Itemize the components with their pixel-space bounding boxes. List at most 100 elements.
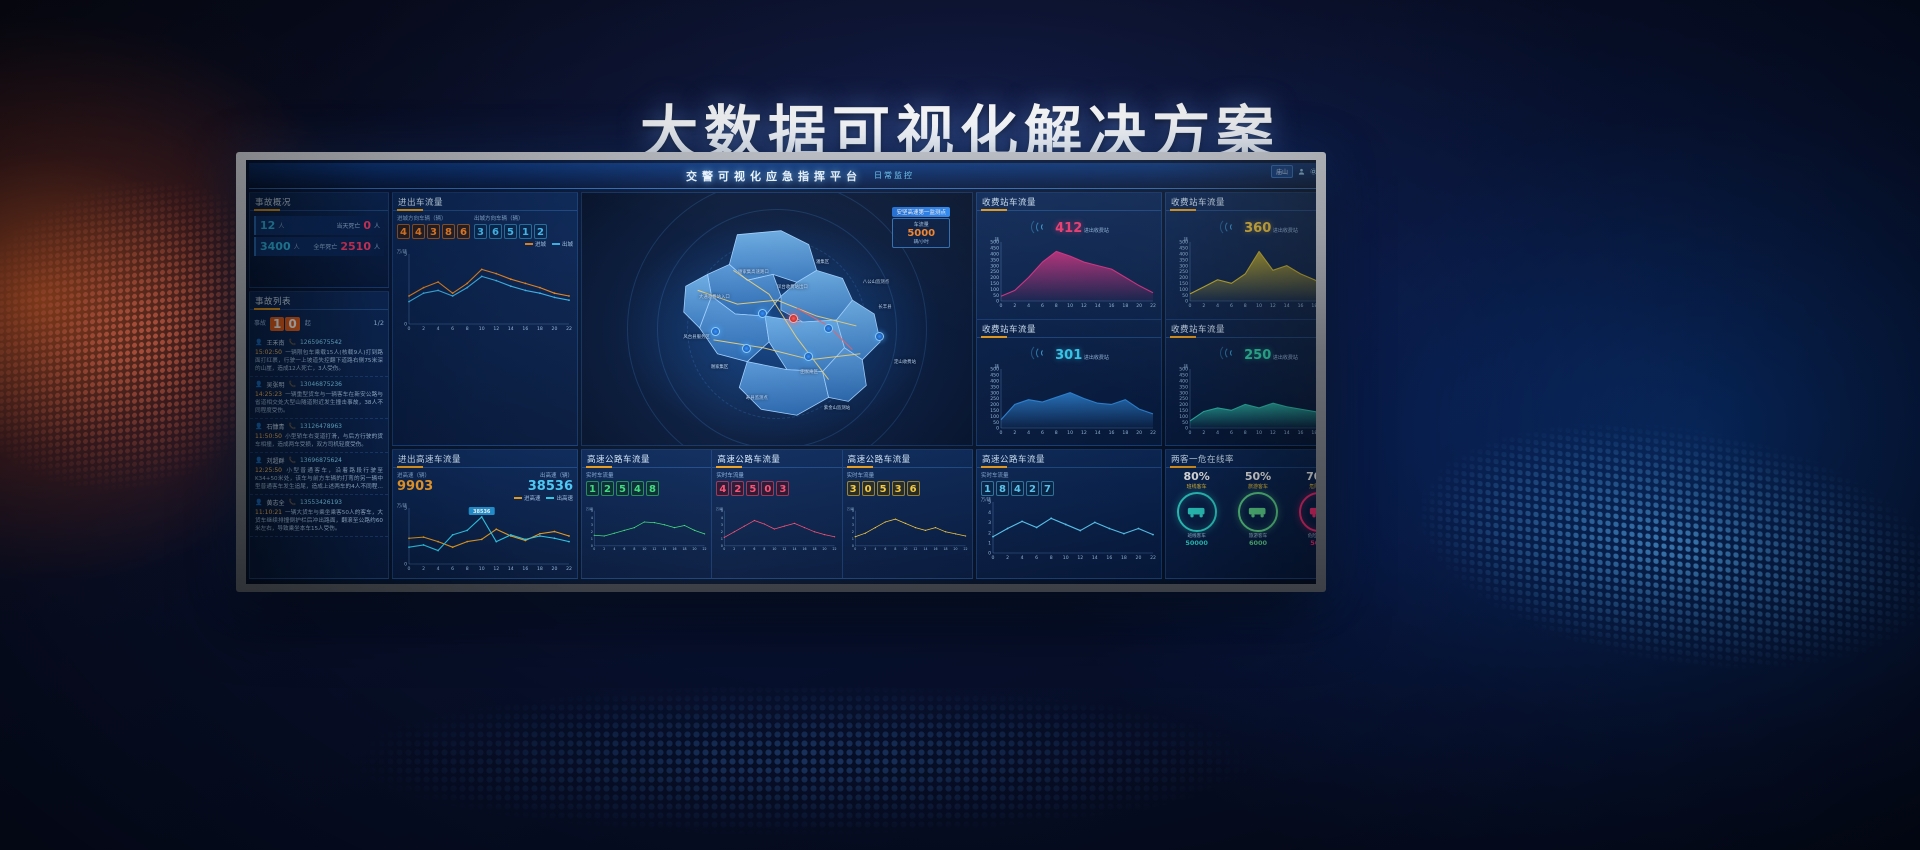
signal-waves-icon	[1218, 217, 1240, 236]
inout-stat-out-label: 出城方向车辆（辆）	[474, 216, 524, 222]
person-icon[interactable]: 👤	[255, 423, 263, 430]
digit-box: 1	[586, 481, 599, 496]
svg-text:3: 3	[988, 520, 991, 526]
location-pill[interactable]: 庙山	[1270, 165, 1293, 178]
highway-panel-body: 实时车流量 3 0 5 3 6 0 1 2 3 4 5 万/辆 0 2 4 6 8 10 12 14 16 18 20 22	[843, 468, 972, 566]
svg-text:100: 100	[990, 413, 999, 419]
list-item[interactable]: 👤 黄志全 📞 13553426193 11:10:21 一辆大货车与乘坐乘客50人的客车…	[250, 495, 388, 537]
incident-time: 15:02:50	[255, 349, 282, 356]
svg-text:1: 1	[852, 537, 854, 541]
digit-box: 6	[457, 224, 470, 239]
svg-text:10: 10	[1256, 303, 1262, 309]
svg-text:20: 20	[1136, 303, 1142, 309]
toll-label: 进出收费站	[1271, 228, 1298, 234]
accident-page-indicator[interactable]: 1/2	[373, 318, 384, 327]
svg-text:250: 250	[1179, 269, 1188, 275]
gauge[interactable]: 50% 旅游客车 旅游客车 6000	[1230, 470, 1286, 547]
incident-text: 11:50:50 小型轿车右变道打滑，与后方行驶的货车相撞，造成两车受损，双方司机…	[255, 433, 383, 448]
svg-text:4: 4	[1027, 303, 1030, 309]
svg-text:0: 0	[854, 547, 856, 551]
svg-text:12: 12	[1270, 430, 1276, 436]
inout-stat-in-label: 进城方向车辆（辆）	[397, 216, 447, 222]
phone-icon[interactable]: 📞	[288, 339, 296, 346]
incident-time: 14:25:23	[255, 391, 282, 398]
map-panel[interactable]: 谢家集高速路口 潘集区 大通收费站入口 凤台收费站出口 八公山监测点 田家庵区 谢家集区 长丰…	[581, 192, 973, 446]
list-item[interactable]: 👤 石慷青 📞 13126478963 11:50:50 小型轿车右变道打滑，与后方行驶的…	[250, 419, 388, 453]
incident-phone: 13046875236	[299, 381, 342, 388]
gauge[interactable]: 80% 班线客车 班线客车 50000	[1169, 470, 1225, 547]
svg-text:200: 200	[1179, 402, 1188, 408]
map-pin-monitor[interactable]	[874, 331, 884, 341]
accident-count-prefix: 事故	[254, 320, 267, 327]
svg-text:22: 22	[833, 547, 837, 551]
map-pin-monitor[interactable]	[804, 351, 814, 361]
svg-text:350: 350	[1179, 257, 1188, 263]
svg-text:300: 300	[1179, 263, 1188, 269]
svg-text:6: 6	[1035, 555, 1038, 561]
phone-icon[interactable]: 📞	[288, 457, 296, 464]
svg-text:18: 18	[813, 547, 817, 551]
svg-text:1: 1	[591, 537, 593, 541]
map-label: 风台县服务区	[683, 335, 710, 341]
digit-box: 3	[474, 224, 487, 239]
person-icon[interactable]: 👤	[255, 457, 263, 464]
gauge[interactable]: 70%危险品车危险品车辆5000	[1291, 470, 1316, 547]
toll-panel-wrap-2: 收费站车流量 360 进出收费站 0 50 100 150 200 250 300 350 400 4…	[1165, 192, 1316, 446]
list-item[interactable]: 👤 吴张明 📞 13046875236 14:25:23 一辆重型货车与一辆客车在新安公路…	[250, 377, 388, 419]
highway-panel-1: 高速公路车流量 实时车流量 1 2 5 4 8 0 1 2 3 4 5 万/辆 0 2 4 6 8 10 12 14 16 1…	[582, 450, 713, 578]
toll-label: 进出收费站	[1271, 354, 1298, 361]
map-label: 定山收费站	[894, 360, 916, 366]
highway-panel-body: 实时车流量 4 2 5 0 3 0 1 2 3 4 5 万/辆 0 2 4 6 8 10 12 14 16 18 20 22	[712, 468, 841, 566]
svg-text:2: 2	[864, 547, 866, 551]
svg-text:400: 400	[990, 378, 999, 384]
gear-icon[interactable]	[1310, 168, 1316, 175]
phone-icon[interactable]: 📞	[288, 381, 296, 388]
list-item[interactable]: 👤 王禾南 📞 12659675542 15:02:50 一辆限包车乘载15人(核载9人)…	[250, 335, 388, 377]
kpi-unit-right: 人	[373, 223, 380, 230]
svg-text:200: 200	[990, 275, 999, 281]
user-icon[interactable]	[1298, 168, 1305, 175]
kpi-value-right: 0	[363, 219, 371, 232]
person-icon[interactable]: 👤	[255, 499, 263, 506]
svg-text:4: 4	[1216, 303, 1219, 309]
map-pin-alert[interactable]	[757, 308, 767, 318]
toll-panel-body: 301 进出收费站 0 50 100 150 200 250 300 350 400 450 500 辆…	[977, 338, 1161, 441]
digit-box: 4	[412, 224, 425, 239]
svg-text:2: 2	[1202, 303, 1205, 309]
accident-items[interactable]: 👤 王禾南 📞 12659675542 15:02:50 一辆限包车乘载15人(核载9人)…	[250, 335, 388, 537]
highway-stat-label: 实时车流量	[586, 473, 614, 479]
list-item[interactable]: 👤 刘超群 📞 13696875624 12:25:50 小型普通客车，沿着路段行驶至K3…	[250, 453, 388, 495]
incident-name: 王禾南	[266, 340, 285, 347]
toll-label: 进出收费站	[1082, 354, 1109, 361]
phone-icon[interactable]: 📞	[288, 423, 296, 430]
phone-icon[interactable]: 📞	[288, 499, 296, 506]
svg-text:2: 2	[603, 547, 605, 551]
svg-text:50: 50	[993, 419, 999, 425]
incident-meta: 👤 黄志全 📞 13553426193	[255, 498, 383, 507]
map-pin-monitor[interactable]	[823, 324, 833, 334]
svg-text:2: 2	[1202, 430, 1205, 436]
svg-text:12: 12	[1270, 303, 1276, 309]
map-pin-monitor[interactable]	[710, 326, 720, 336]
map-callout[interactable]: 安坚高速第一监测点 车流量 5000 辆/小时	[892, 207, 950, 248]
gauge-value: 50000	[1185, 539, 1208, 547]
chart-svg: 05万/辆0 2 4 6 8 10 12 14 16 18 20 22	[397, 248, 572, 332]
person-icon[interactable]: 👤	[255, 381, 263, 388]
dashboard-mode[interactable]: 日常监控	[874, 171, 914, 180]
person-icon[interactable]: 👤	[255, 339, 263, 346]
svg-text:0: 0	[408, 326, 411, 332]
incident-meta: 👤 刘超群 📞 13696875624	[255, 456, 383, 465]
map-pin-incident[interactable]	[788, 313, 798, 323]
svg-text:16: 16	[933, 547, 937, 551]
svg-text:万/辆: 万/辆	[586, 506, 593, 511]
svg-text:辆: 辆	[995, 237, 1000, 243]
digit-box: 3	[427, 224, 440, 239]
svg-text:20: 20	[953, 547, 957, 551]
svg-text:150: 150	[1179, 281, 1188, 287]
